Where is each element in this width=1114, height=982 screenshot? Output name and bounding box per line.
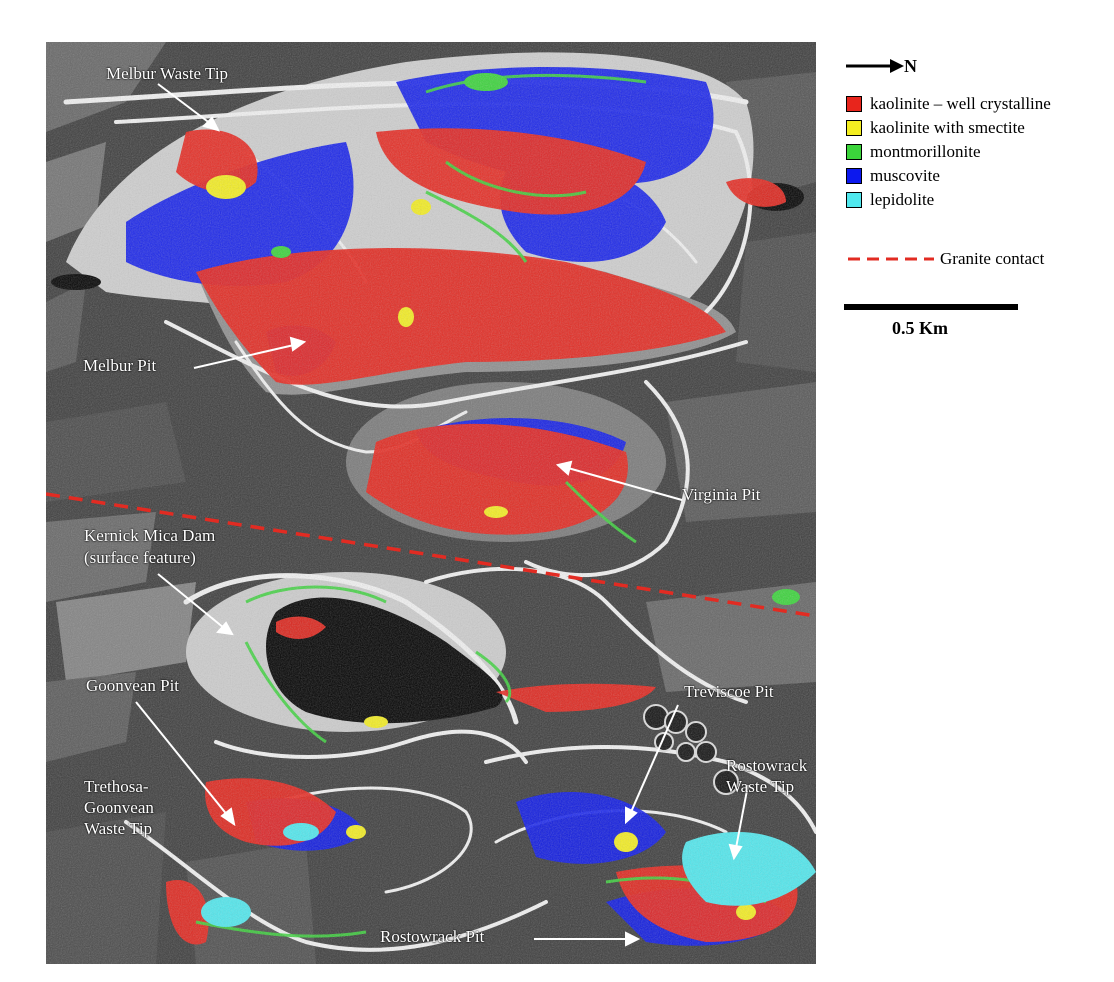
label-treviscoe-pit: Treviscoe Pit [684,682,774,701]
swatch-lepidolite [846,192,862,208]
scale-bar [844,304,1018,310]
label-goonvean-pit: Goonvean Pit [86,676,180,695]
label-melbur-waste-tip: Melbur Waste Tip [106,64,229,83]
legend-kaolinite-well-crystalline: kaolinite – well crystalline [870,94,1051,113]
granite-contact-legend-line [848,257,934,261]
swatch-kaolinite-well-crystalline [846,96,862,112]
label-kernick-surface-feature: (surface feature) [84,548,196,567]
label-kernick-mica-dam: Kernick Mica Dam [84,526,216,545]
swatch-montmorillonite [846,144,862,160]
north-arrow-icon [846,59,904,73]
north-label: N [904,56,917,76]
swatch-kaolinite-with-smectite [846,120,862,136]
label-trethosa-line1: Trethosa- [84,777,149,796]
label-melbur-pit: Melbur Pit [83,356,157,375]
map-legend: N kaolinite – well crystalline kaolinite… [844,52,1114,372]
legend-granite-contact: Granite contact [940,249,1045,268]
satellite-map: Melbur Waste Tip Melbur Pit Virginia Pit… [46,42,816,964]
label-virginia-pit: Virginia Pit [682,485,761,504]
label-rostowrack-waste-tip-line1: Rostowrack [726,756,808,775]
annotation-arrows [135,83,749,947]
legend-muscovite: muscovite [870,166,940,185]
scale-bar-label: 0.5 Km [892,318,948,338]
label-trethosa-line3: Waste Tip [84,819,153,838]
label-rostowrack-pit: Rostowrack Pit [380,927,485,946]
terrain-grain [46,42,816,964]
legend-montmorillonite: montmorillonite [870,142,981,161]
swatch-muscovite [846,168,862,184]
legend-kaolinite-with-smectite: kaolinite with smectite [870,118,1025,137]
granite-contact-line [46,492,816,618]
map-image [46,42,816,964]
label-rostowrack-waste-tip-line2: Waste Tip [726,777,795,796]
label-trethosa-line2: Goonvean [84,798,154,817]
legend-lepidolite: lepidolite [870,190,935,209]
